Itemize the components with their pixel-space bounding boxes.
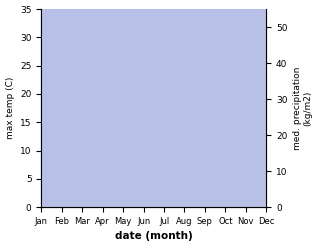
X-axis label: date (month): date (month) xyxy=(115,231,193,242)
Y-axis label: max temp (C): max temp (C) xyxy=(5,77,15,139)
Y-axis label: med. precipitation
(kg/m2): med. precipitation (kg/m2) xyxy=(293,66,313,150)
